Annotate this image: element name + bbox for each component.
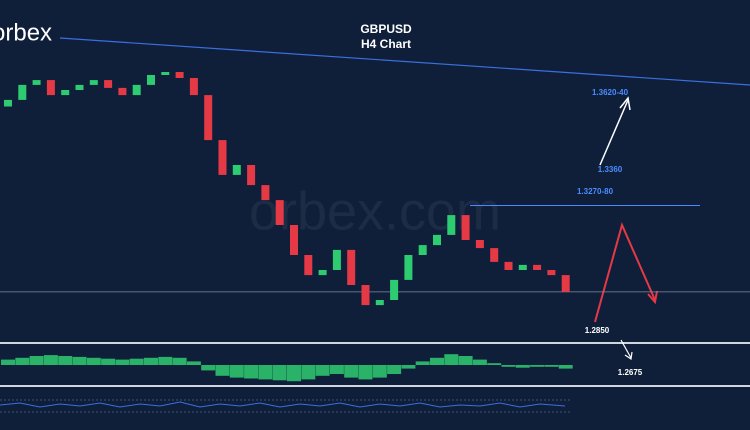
chart-subtitle: H4 Chart <box>361 37 411 51</box>
oscillator-bar <box>444 354 459 365</box>
oscillator-bar <box>215 365 230 376</box>
arrow-head <box>624 351 633 361</box>
oscillator-bar <box>530 365 545 367</box>
candle-body <box>418 245 427 255</box>
chart-title: GBPUSD <box>360 22 412 36</box>
candle-body <box>518 264 527 270</box>
candle-body <box>361 285 370 306</box>
level-label: 1.3620-40 <box>592 88 629 97</box>
candle-body <box>175 72 184 78</box>
oscillator-bar <box>144 357 158 365</box>
oscillator-bar <box>315 365 330 376</box>
oscillator-bar <box>101 358 116 365</box>
logo: orbex <box>0 19 52 46</box>
oscillator-bar <box>358 365 373 380</box>
arrow <box>620 339 632 359</box>
oscillator-bar <box>472 359 487 365</box>
oscillator-bar <box>186 361 201 365</box>
arrow-head <box>647 290 658 305</box>
candle-body <box>232 165 241 175</box>
oscillator-bar <box>458 356 473 365</box>
candle-body <box>75 84 84 90</box>
candle-body <box>347 249 356 285</box>
oscillator-bar <box>344 365 359 378</box>
arrow <box>599 99 629 166</box>
candle-body <box>504 261 513 270</box>
candle-body <box>447 215 456 235</box>
oscillator-bar <box>244 365 259 379</box>
oscillator-bar <box>43 355 58 365</box>
candle-body <box>204 95 213 141</box>
oscillator-bar <box>515 365 530 368</box>
oscillator-bar <box>258 365 273 380</box>
candle-body <box>218 140 227 175</box>
level-label: 1.2675 <box>618 368 643 377</box>
scenario-path <box>594 222 656 323</box>
candle-body <box>4 99 12 107</box>
candle-body <box>61 90 70 96</box>
oscillator-bar <box>115 359 130 365</box>
candle-body <box>32 80 41 85</box>
oscillator-bar <box>29 356 44 365</box>
oscillator-bar <box>58 356 73 365</box>
oscillator-bar <box>201 365 216 371</box>
oscillator-bar <box>129 358 144 365</box>
candle-body <box>275 200 284 225</box>
candle-body <box>547 270 556 276</box>
oscillator-bar <box>387 365 402 374</box>
candle-body <box>18 84 27 100</box>
candle-body <box>475 240 484 249</box>
oscillator-bar <box>558 365 573 369</box>
oscillator-bar <box>272 365 287 381</box>
oscillator-bar <box>544 365 559 367</box>
arrow-head <box>619 96 631 111</box>
candle-body <box>290 225 298 255</box>
candle-body <box>390 279 399 300</box>
candle-body <box>375 300 384 306</box>
oscillator-bar <box>329 365 344 374</box>
candle-body <box>147 75 155 85</box>
level-label: 1.3270-80 <box>577 187 614 196</box>
oscillator-bar <box>287 365 301 382</box>
candle-body <box>561 275 570 292</box>
candle-body <box>161 72 170 75</box>
oscillator-bar <box>172 357 187 365</box>
candle-body <box>461 215 470 240</box>
candle-body <box>247 165 256 186</box>
oscillator-bar <box>72 356 87 365</box>
oscillator-bar <box>158 356 173 365</box>
oscillator-bar <box>487 363 502 365</box>
candle-body <box>46 80 55 96</box>
candle-body <box>490 248 499 262</box>
level-label: 1.3360 <box>598 165 623 174</box>
level-label: 1.2850 <box>585 326 610 335</box>
candle-body <box>89 80 98 85</box>
candle-body <box>261 185 270 201</box>
candle-body <box>318 270 327 276</box>
sub-indicator <box>0 401 566 408</box>
oscillator-bar <box>430 357 444 365</box>
candle-body <box>304 255 313 276</box>
candle-body <box>118 87 127 96</box>
oscillator-bar <box>229 365 244 378</box>
oscillator-bar <box>401 365 416 369</box>
oscillator-bar <box>301 365 316 380</box>
candle-body <box>433 234 441 246</box>
oscillator-bar <box>15 357 30 365</box>
oscillator-bar <box>1 359 15 365</box>
candle-body <box>332 249 341 270</box>
candle-body <box>132 84 141 96</box>
oscillator-bar <box>372 365 387 378</box>
trend-line <box>59 37 750 86</box>
candle-body <box>189 78 198 96</box>
candle-body <box>104 80 113 88</box>
oscillator-bar <box>415 361 430 365</box>
candle-body <box>533 264 542 270</box>
candle-body <box>404 255 413 280</box>
oscillator-bar <box>86 357 101 365</box>
oscillator-bar <box>501 365 516 367</box>
